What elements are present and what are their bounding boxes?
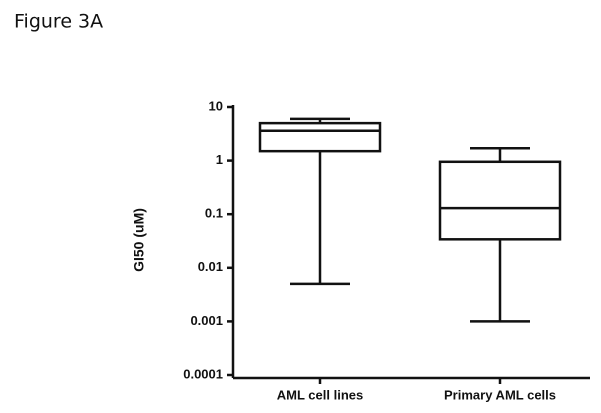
y-tick-label: 1 — [216, 152, 223, 167]
y-tick-label: 0.1 — [205, 206, 223, 221]
y-tick-label: 10 — [209, 98, 223, 113]
y-tick-label: 0.001 — [190, 313, 223, 328]
y-tick-label: 0.0001 — [183, 366, 223, 381]
box — [438, 160, 562, 241]
x-tick-label: Primary AML cells — [444, 387, 556, 402]
y-axis-label: GI50 (uM) — [131, 208, 147, 272]
box — [258, 121, 382, 153]
x-tick-label: AML cell lines — [277, 387, 363, 402]
y-tick-label: 0.01 — [198, 259, 223, 274]
chart-title: Figure 3A — [14, 11, 103, 33]
